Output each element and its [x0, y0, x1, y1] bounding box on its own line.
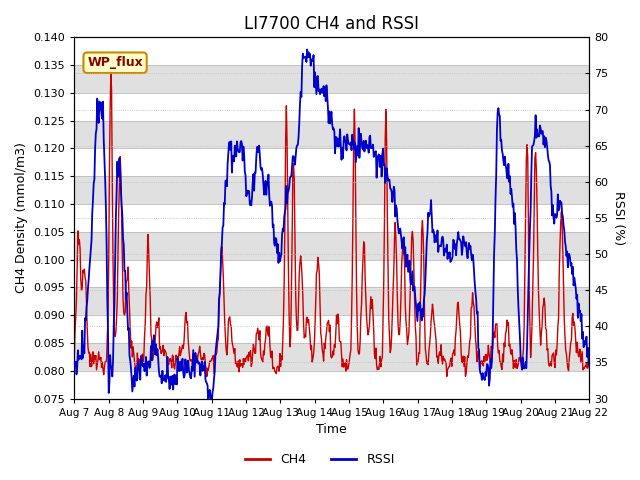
Bar [74, 65, 589, 93]
X-axis label: Time: Time [316, 423, 348, 436]
Y-axis label: CH4 Density (mmol/m3): CH4 Density (mmol/m3) [15, 143, 28, 293]
Legend: CH4, RSSI: CH4, RSSI [240, 448, 400, 471]
Bar [74, 288, 589, 315]
Y-axis label: RSSI (%): RSSI (%) [612, 191, 625, 245]
Bar [74, 232, 589, 260]
Title: LI7700 CH4 and RSSI: LI7700 CH4 and RSSI [244, 15, 419, 33]
Text: WP_flux: WP_flux [87, 56, 143, 69]
Bar [74, 260, 589, 288]
Bar [74, 315, 589, 343]
Bar [74, 120, 589, 148]
Bar [74, 176, 589, 204]
Bar [74, 93, 589, 120]
Bar [74, 148, 589, 176]
Bar [74, 37, 589, 65]
Bar [74, 343, 589, 371]
Bar [74, 204, 589, 232]
Bar [74, 371, 589, 398]
